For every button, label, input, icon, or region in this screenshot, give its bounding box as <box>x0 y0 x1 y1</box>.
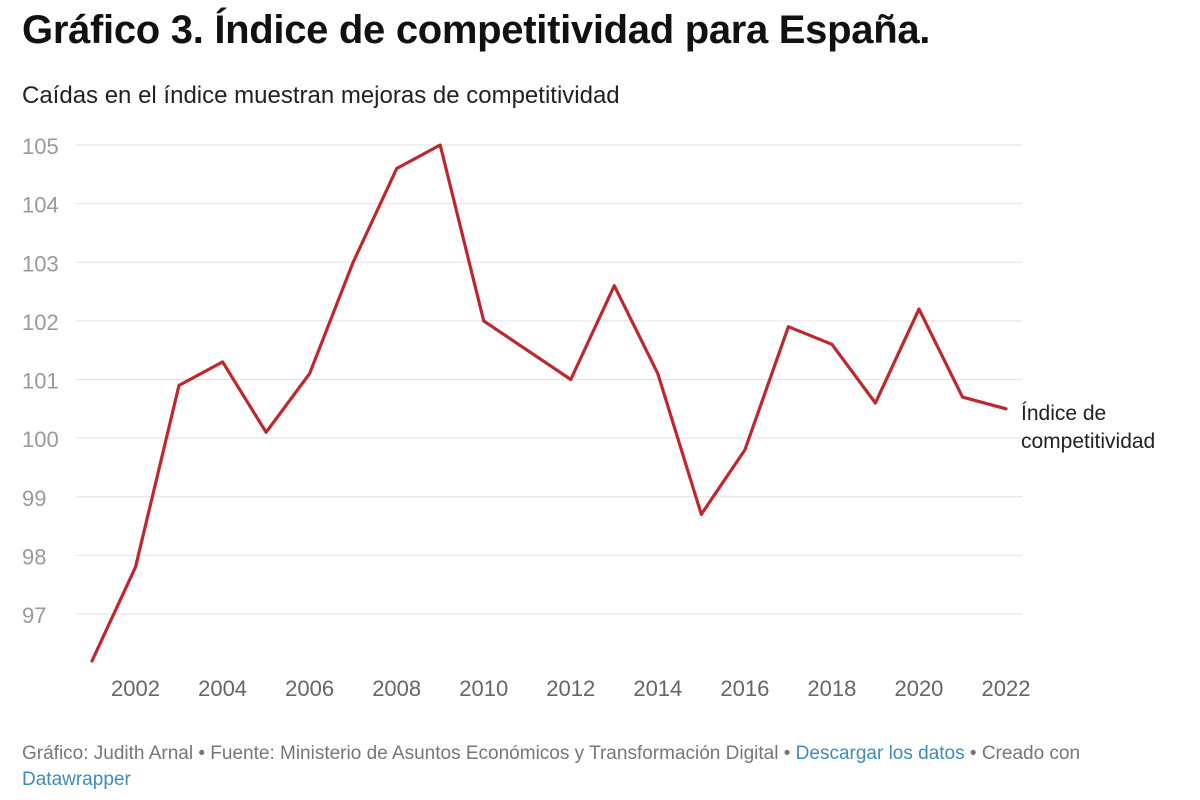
chart-footer: Gráfico: Judith Arnal • Fuente: Minister… <box>22 741 1182 793</box>
data-point-2009 <box>437 142 443 148</box>
x-tick-label: 2012 <box>546 676 595 701</box>
x-tick-label: 2022 <box>982 676 1031 701</box>
datawrapper-link[interactable]: Datawrapper <box>22 769 131 790</box>
footer-created-with: • Creado con <box>964 743 1081 764</box>
y-tick-label: 104 <box>22 193 59 218</box>
y-tick-label: 101 <box>22 369 59 394</box>
y-tick-label: 103 <box>22 251 59 276</box>
data-point-2015 <box>698 511 704 517</box>
data-point-2011 <box>524 347 530 353</box>
data-point-2019 <box>872 400 878 406</box>
y-tick-label: 98 <box>22 544 46 569</box>
chart-subtitle: Caídas en el índice muestran mejoras de … <box>22 82 620 109</box>
x-tick-label: 2008 <box>372 676 421 701</box>
data-point-2003 <box>176 382 182 388</box>
data-point-2005 <box>263 429 269 435</box>
series-label: Índice de competitividad <box>1021 402 1155 453</box>
series-line <box>90 143 1008 663</box>
y-tick-label: 99 <box>22 486 46 511</box>
data-point-2004 <box>220 359 226 365</box>
y-tick-label: 100 <box>22 427 59 452</box>
data-point-2022 <box>1003 406 1009 412</box>
data-point-2014 <box>655 371 661 377</box>
y-tick-label: 102 <box>22 310 59 335</box>
data-point-2001 <box>89 658 95 664</box>
x-axis-ticks: 2002 2004 2006 2008 2010 2012 2014 2016 2018 2020… <box>111 676 1030 701</box>
x-tick-label: 2014 <box>633 676 682 701</box>
data-point-2016 <box>742 447 748 453</box>
data-point-2002 <box>133 564 139 570</box>
footer-credits: Gráfico: Judith Arnal • Fuente: Minister… <box>22 743 796 764</box>
download-data-link[interactable]: Descargar los datos <box>795 743 965 764</box>
data-point-2017 <box>785 324 791 330</box>
x-tick-label: 2010 <box>459 676 508 701</box>
data-point-2018 <box>829 341 835 347</box>
data-point-2008 <box>394 165 400 171</box>
series-label-line: Índice de <box>1021 402 1106 425</box>
series-group: Índice de competitividad <box>89 142 1155 664</box>
x-tick-label: 2016 <box>720 676 769 701</box>
x-tick-label: 2020 <box>894 676 943 701</box>
data-point-2012 <box>568 377 574 383</box>
y-tick-label: 97 <box>22 603 46 628</box>
grid-lines <box>76 144 1022 615</box>
y-tick-label: 105 <box>22 134 59 159</box>
series-label-line: competitividad <box>1021 430 1155 453</box>
data-point-2010 <box>481 318 487 324</box>
x-tick-label: 2004 <box>198 676 247 701</box>
x-tick-label: 2002 <box>111 676 160 701</box>
x-tick-label: 2018 <box>807 676 856 701</box>
x-tick-label: 2006 <box>285 676 334 701</box>
data-point-2020 <box>916 306 922 312</box>
data-point-2013 <box>611 283 617 289</box>
data-point-2021 <box>959 394 965 400</box>
y-axis-ticks: 97 98 99 100 101 102 103 104 105 <box>22 134 59 628</box>
data-point-2006 <box>307 371 313 377</box>
data-point-2007 <box>350 259 356 265</box>
page-title: Gráfico 3. Índice de competitividad para… <box>22 8 931 52</box>
